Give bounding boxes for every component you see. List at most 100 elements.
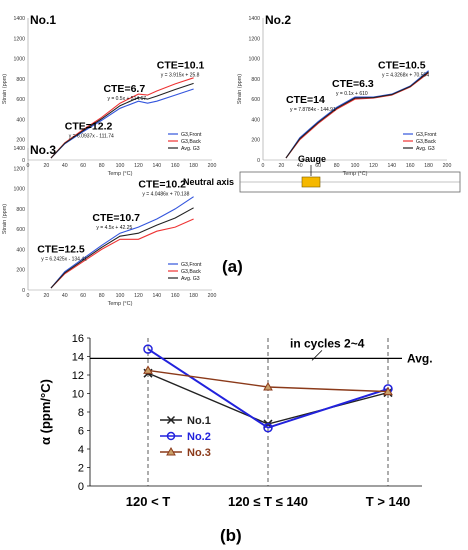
cte-label: CTE=10.2: [138, 179, 186, 191]
y-tick-label: 800: [251, 77, 260, 83]
cte-label: CTE=6.3: [332, 78, 374, 90]
x-tick-label: 180: [189, 163, 198, 169]
legend-label: G3,Front: [416, 132, 437, 138]
cte-label: CTE=10.5: [378, 60, 426, 72]
x-tick-label: 20: [279, 163, 285, 169]
y-tick-label: 600: [251, 97, 260, 103]
gauge-schematic: Gauge Neutral axis: [183, 154, 461, 193]
fit-equation: y = 4.0486x + 70.138: [142, 192, 189, 198]
cycles-annotation: in cycles 2~4: [290, 336, 365, 350]
x-tick-label: 200: [443, 163, 452, 169]
y-tick-label: 400: [251, 117, 260, 123]
legend-label: No.3: [187, 447, 211, 459]
series-line: [50, 218, 194, 289]
x-tick-label: 20: [44, 293, 50, 299]
x-tick-label: 40: [62, 163, 68, 169]
x-tick-label: 40: [62, 293, 68, 299]
legend-label: No.1: [187, 415, 211, 427]
y-tick-label: 4: [78, 444, 84, 456]
y-tick-label: 1000: [13, 187, 25, 193]
y-tick-label: 1000: [13, 57, 25, 63]
fit-equation: y = 7.8784x - 144.91: [290, 107, 336, 113]
series-line: [50, 88, 194, 159]
x-tick-label: 60: [80, 293, 86, 299]
y-tick-label: 200: [16, 268, 25, 274]
strain-panel-2: 0 200 400 600 800 1000 1200 1400 0 20 40 60 80 100 120…: [237, 13, 451, 177]
alpha-chart: 0 2 4 6 8 10 12 14 16 120 < T 120 ≤ T ≤ 140 T > 140…: [38, 333, 433, 509]
y-tick-label: 14: [72, 352, 84, 364]
y-tick-label: 16: [72, 333, 84, 345]
y-tick-label: 800: [16, 77, 25, 83]
x-tick-label: 60: [315, 163, 321, 169]
x-tick-label: 200: [208, 293, 217, 299]
cte-label: CTE=6.7: [103, 83, 145, 95]
y-tick-label: 1200: [13, 166, 25, 172]
legend-label: G3,Back: [181, 269, 201, 275]
y-tick-label: 8: [78, 407, 84, 419]
y-tick-label: 0: [257, 158, 260, 164]
y-tick-label: 10: [72, 389, 84, 401]
category-label: T > 140: [366, 494, 410, 509]
x-tick-label: 100: [116, 163, 125, 169]
x-tick-label: 80: [334, 163, 340, 169]
neutral-axis-label: Neutral axis: [183, 177, 234, 187]
y-tick-label: 0: [78, 481, 84, 493]
y-tick-label: 200: [16, 138, 25, 144]
cte-label: CTE=10.1: [157, 60, 205, 72]
x-axis-label: Temp (°C): [343, 171, 368, 177]
x-tick-label: 100: [116, 293, 125, 299]
cte-label: CTE=12.2: [65, 121, 113, 133]
data-point: [263, 422, 273, 433]
y-tick-label: 600: [16, 227, 25, 233]
fit-equation: y = 0.1x + 610: [336, 91, 368, 97]
y-tick-label: 600: [16, 97, 25, 103]
x-axis-label: Temp (°C): [108, 171, 133, 177]
panel-title: No.3: [30, 143, 56, 157]
x-tick-label: 120: [134, 163, 143, 169]
series-line: [50, 207, 194, 289]
gauge-rect: [301, 176, 321, 188]
gauge-label: Gauge: [298, 154, 326, 164]
panel-title: No.2: [265, 13, 291, 27]
figure-label-a: (a): [222, 257, 243, 276]
y-tick-label: 400: [16, 247, 25, 253]
x-tick-label: 80: [99, 293, 105, 299]
y-tick-label: 400: [16, 117, 25, 123]
y-tick-label: 1000: [248, 57, 260, 63]
fit-equation: y = 4.5x + 42.25: [96, 225, 132, 231]
category-label: 120 < T: [126, 494, 171, 509]
average-label: Avg.: [407, 351, 433, 365]
x-axis-label: Temp (°C): [108, 301, 133, 307]
x-tick-label: 0: [27, 293, 30, 299]
x-tick-label: 20: [44, 163, 50, 169]
category-label: 120 ≤ T ≤ 140: [228, 494, 308, 509]
legend-label: Avg. G3: [181, 276, 200, 282]
fit-equation: y = 3.915x + 25.8: [161, 73, 200, 79]
cte-label: CTE=10.7: [92, 212, 140, 224]
legend-label: No.2: [187, 431, 211, 443]
x-tick-label: 40: [297, 163, 303, 169]
data-point: [263, 382, 273, 391]
x-tick-label: 200: [208, 163, 217, 169]
y-tick-label: 12: [72, 370, 84, 382]
y-tick-label: 1400: [248, 16, 260, 22]
legend-marker: [166, 415, 176, 425]
x-tick-label: 180: [189, 293, 198, 299]
legend-marker: [166, 446, 176, 456]
panel-title: No.1: [30, 13, 56, 27]
y-tick-label: 2: [78, 463, 84, 475]
y-tick-label: 0: [22, 288, 25, 294]
x-tick-label: 140: [152, 293, 161, 299]
y-tick-label: 1400: [13, 16, 25, 22]
figure-label-b: (b): [220, 526, 242, 545]
y-tick-label: 0: [22, 158, 25, 164]
legend-label: Avg. G3: [416, 146, 435, 152]
x-tick-label: 0: [262, 163, 265, 169]
y-axis-label: Strain (ppm): [2, 204, 8, 234]
series-line: [50, 82, 194, 159]
y-tick-label: 1200: [248, 36, 260, 42]
strain-panel-1: 0200400600800100012001400020406080100120…: [2, 13, 216, 177]
x-tick-label: 120: [369, 163, 378, 169]
